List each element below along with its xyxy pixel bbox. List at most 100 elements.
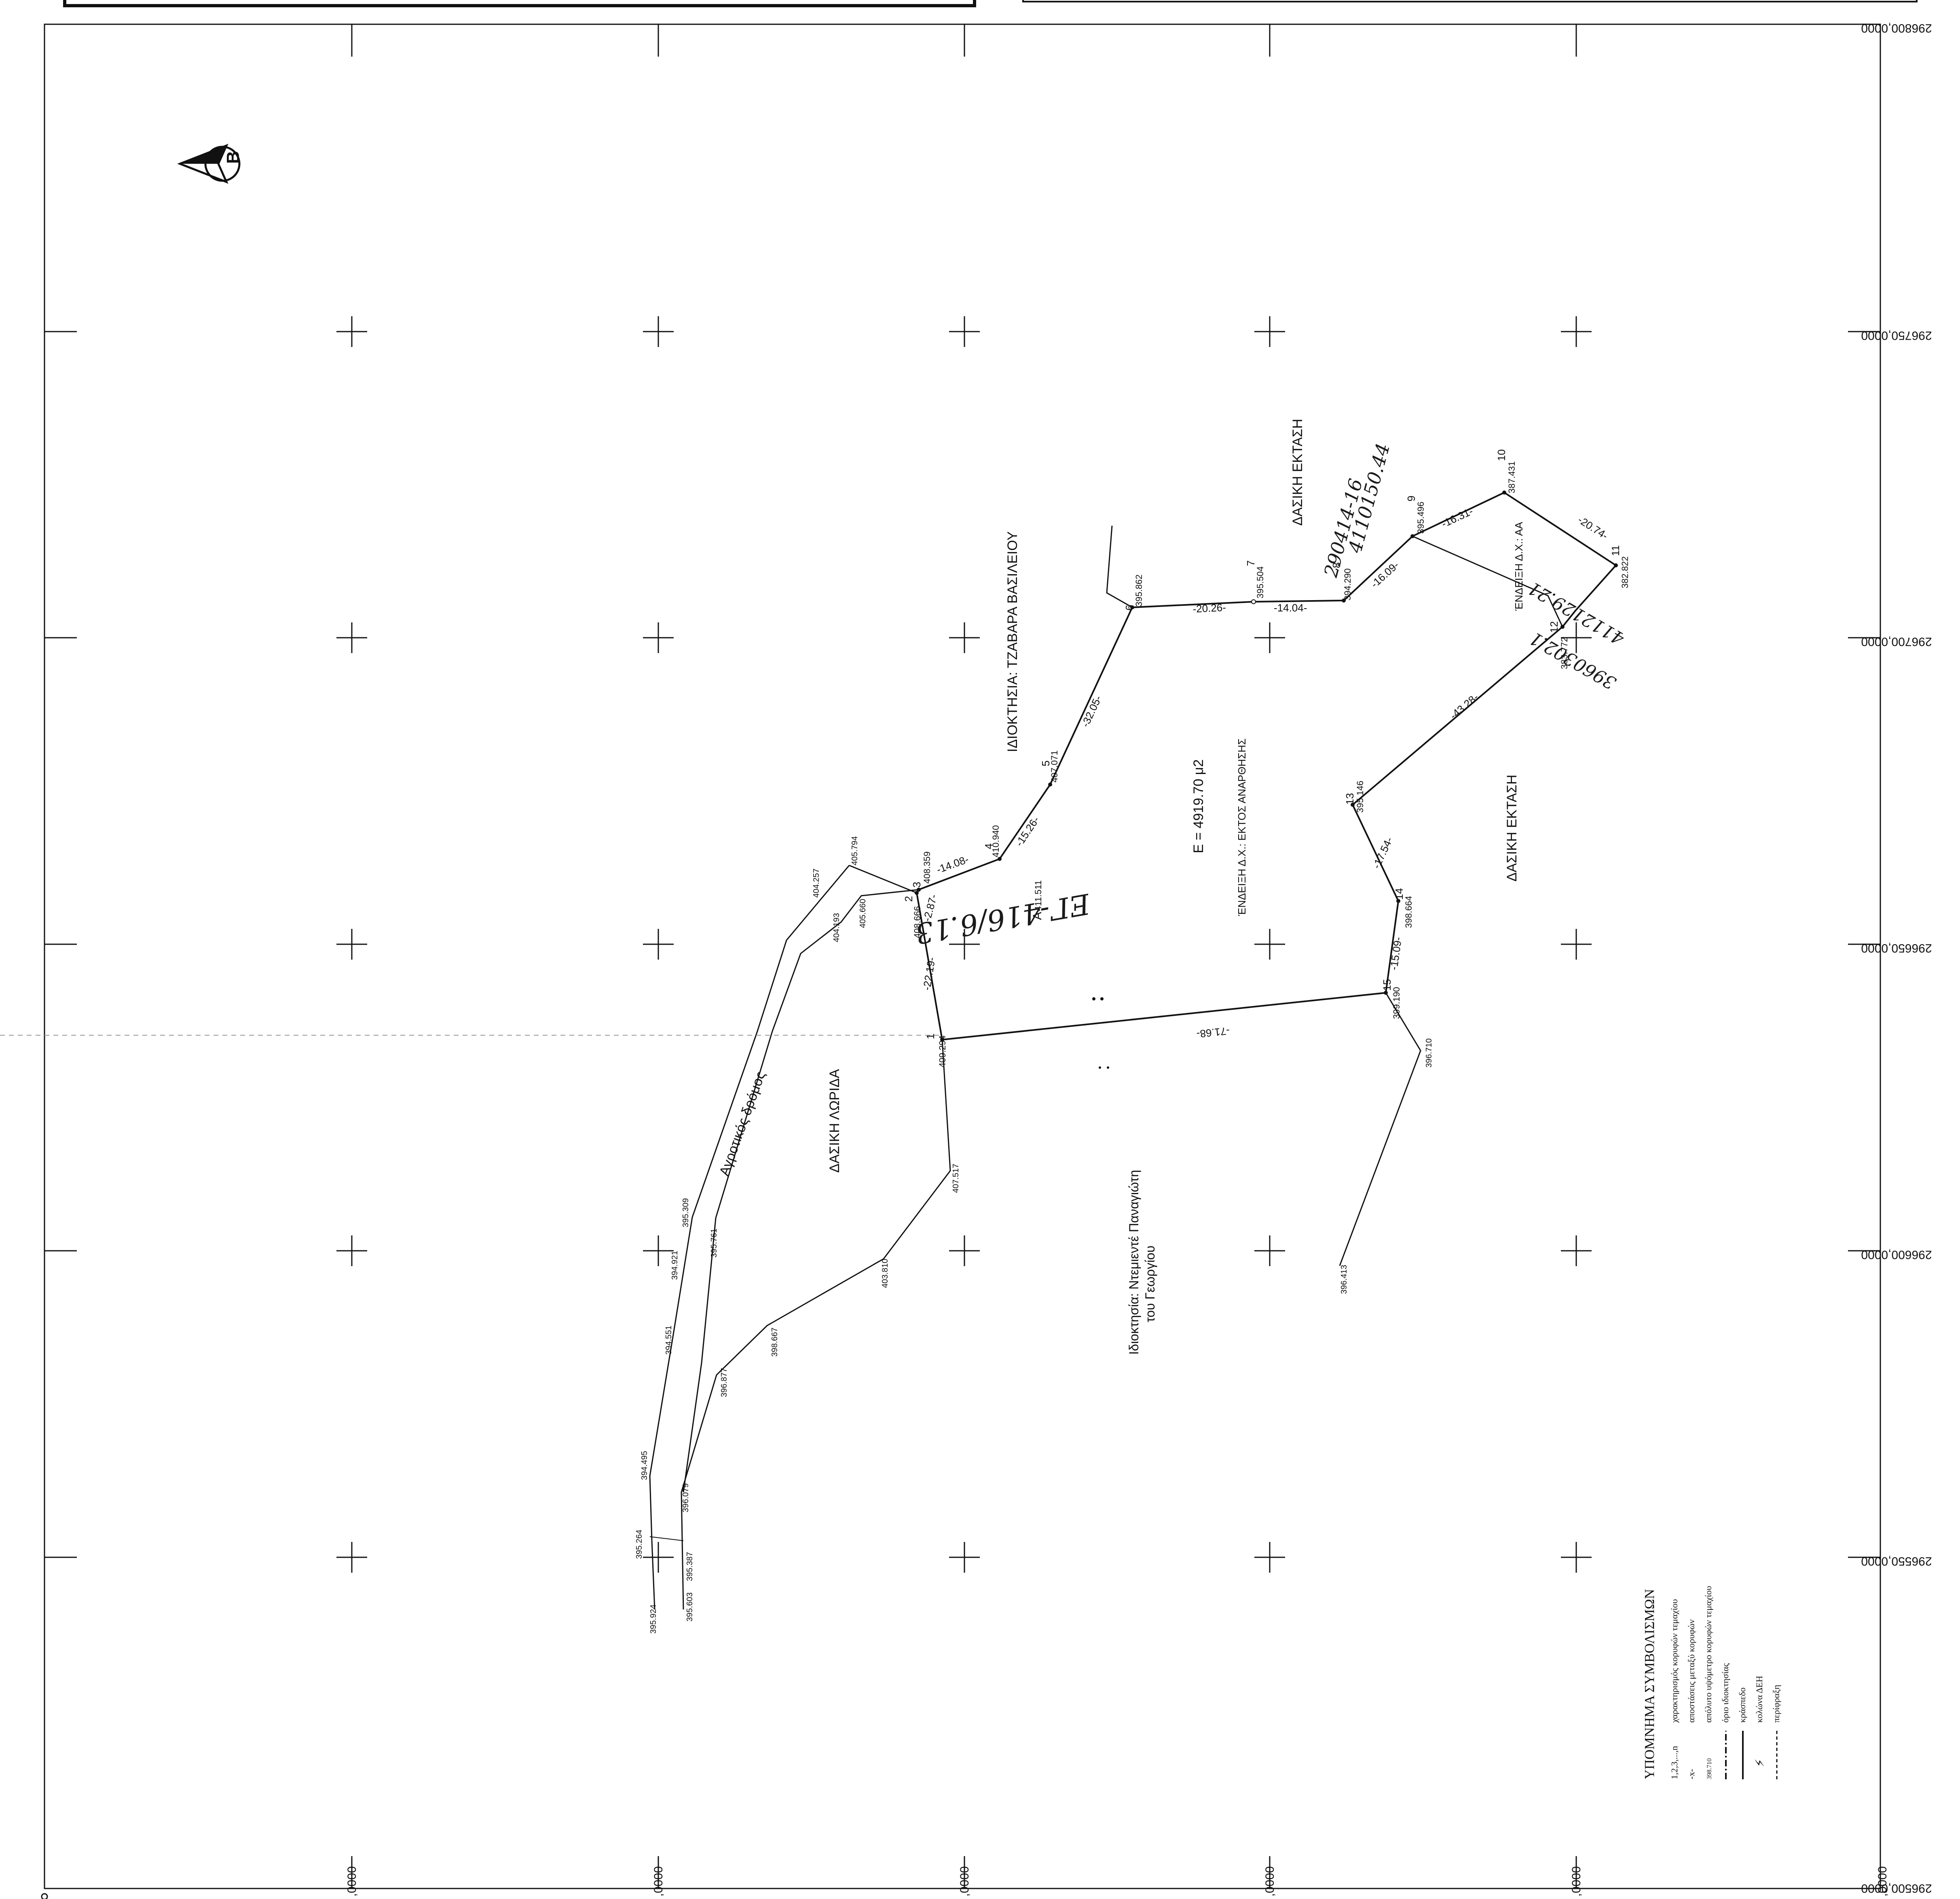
distance-labels: -2.87- -14.08- -15.26- -32.05- -20.26- -…	[920, 505, 1610, 1040]
vertex-labels: 1 409.294 2 408.666 3 408.359 4 410.940 …	[903, 449, 1630, 1068]
northing-label: 296800,0000	[1861, 21, 1932, 35]
parcel-boundary	[916, 491, 1617, 1040]
easting-label: ,0000	[345, 1866, 359, 1897]
vertex-elevation: 395.504	[1255, 566, 1265, 598]
forest-strip-label: ΔΑΣΙΚΗ ΛΩΡΙΔΑ	[827, 1069, 842, 1173]
indication-aa-label: ΈΝΔΕΙΞΗ Δ.Χ.: ΑΑ	[1513, 522, 1525, 611]
vertex-id: 5	[1040, 761, 1052, 766]
northing-label: 296650,0000	[1861, 941, 1932, 955]
vertex-id: 2	[903, 896, 915, 902]
road-edge-outer	[649, 865, 850, 1610]
easting-labels: ,0000 ,0000 ,0000 ,0000 ,0000 ,0000	[345, 1866, 1889, 1897]
distance-label: -14.04-	[1274, 602, 1307, 614]
region-labels: ΙΔΙΟΚΤΗΣΙΑ: ΤΖΑΒΑΡΑ ΒΑΣΙΛΕΙΟΥ ΔΑΣΙΚΗ ΕΚΤ…	[717, 419, 1525, 1355]
vertex-id: 14	[1393, 888, 1405, 900]
spot-elevation: 404.257	[812, 869, 821, 898]
spot-elevation: 395.309	[681, 1198, 690, 1227]
spot-elevation: 394.921	[670, 1251, 679, 1280]
parcel-diagonal	[1412, 535, 1563, 627]
spot-elevation: 405.794	[850, 836, 859, 865]
forest-right-label: ΔΑΣΙΚΗ ΕΚΤΑΣΗ	[1504, 775, 1520, 882]
spot-elevation: 394.495	[640, 1451, 649, 1480]
road-connector	[849, 865, 917, 894]
northing-label: 296700,0000	[1861, 635, 1932, 648]
legend-item-label: περίφραξη	[1771, 1685, 1781, 1723]
indication-main-label: ΈΝΔΕΙΞΗ Δ.Χ.: ΕΚΤΟΣ ΑΝΑΡΘΗΣΗΣ	[1236, 738, 1248, 916]
spot-elevation: 395.264	[635, 1530, 644, 1559]
grid	[44, 24, 1880, 1888]
spot-elevation: 395.761	[710, 1229, 719, 1258]
northing-label: 296750,0000	[1861, 329, 1932, 342]
inner-point-id: A	[1031, 912, 1044, 920]
spot-elevation: 398.667	[770, 1328, 779, 1357]
north-arrow-letter: B	[223, 151, 243, 164]
distance-label: -20.26-	[1192, 601, 1226, 615]
vertex-elevation: 398.664	[1404, 896, 1414, 928]
spot-elevation: 395.924	[649, 1605, 658, 1634]
vertex-elevation: 407.071	[1049, 750, 1059, 782]
vertex-elevation: 394.290	[1343, 568, 1353, 601]
distance-label: -71.68-	[1196, 1025, 1230, 1040]
easting-label: ,0000	[652, 1866, 665, 1897]
spot-elevations: 405.794 404.257 404.193 405.660 396.710 …	[635, 836, 1434, 1634]
forest-top-label: ΔΑΣΙΚΗ ΕΚΤΑΣΗ	[1290, 419, 1305, 526]
legend-symbol: -x-	[1686, 1769, 1696, 1779]
grid-crosses	[336, 316, 1592, 1573]
easting-label: ,0000	[1876, 1866, 1889, 1897]
northing-labels: 296800,0000 296750,0000 296700,0000 2966…	[1861, 21, 1932, 1895]
distance-label: -22.19-	[920, 956, 938, 991]
vertex-elevation: 383.772	[1559, 637, 1569, 669]
spot-elevation: 394.551	[664, 1326, 673, 1355]
area-label: Ε = 4919.70 μ2	[1191, 759, 1206, 853]
vertex-elevation: 410.940	[991, 825, 1001, 857]
north-fence	[1106, 525, 1133, 608]
distance-label: -32.05-	[1079, 694, 1104, 729]
vertex-markers	[915, 491, 1618, 1042]
easting-label: ,0000	[1570, 1866, 1583, 1897]
vertex-id: 3	[911, 882, 923, 888]
vertex-elevation: 408.359	[922, 851, 932, 884]
vertex-elevation: 395.146	[1355, 780, 1365, 813]
legend-item-label: κολώνα ΔΕΗ	[1754, 1676, 1764, 1723]
vertex-id: 9	[1405, 496, 1417, 501]
legend-item-label: αποστάσεις μεταξύ κορυφών	[1686, 1620, 1696, 1723]
short-segment	[1343, 535, 1413, 601]
rural-road-label: Αγροτικός δρόμος	[717, 1070, 768, 1178]
legend-symbol: 1,2,3,...,n	[1669, 1746, 1679, 1780]
spot-elevation: 403.810	[881, 1259, 890, 1288]
road-edge-inner	[683, 889, 919, 1493]
spot-elevation: 405.660	[858, 899, 867, 928]
distance-label: -16.09-	[1368, 559, 1401, 590]
inner-point: A 411.511	[1031, 880, 1044, 920]
legend-item-label: απόλυτο υψόμετρο κορυφών τεμαχίου	[1703, 1586, 1713, 1723]
vertex-elevation: 395.862	[1134, 574, 1144, 607]
northing-label: 296550,0000	[1861, 1554, 1932, 1568]
vertex-id: 7	[1245, 560, 1257, 566]
vertex-id: 13	[1344, 793, 1356, 805]
spot-elevation: 407.517	[951, 1164, 960, 1193]
vertex-elevation: 408.666	[912, 906, 922, 938]
vertex-id: 6	[1123, 605, 1135, 611]
south-boundary-east	[1339, 992, 1421, 1266]
distance-label: -20.74-	[1576, 514, 1610, 542]
spot-elevation: 396.710	[1425, 1038, 1434, 1068]
distance-label: -17.54-	[1370, 835, 1395, 870]
vertex-elevation: 382.822	[1620, 556, 1630, 588]
legend-item-label: κράσπεδο	[1737, 1688, 1747, 1723]
owner-north-label: ΙΔΙΟΚΤΗΣΙΑ: ΤΖΑΒΑΡΑ ΒΑΣΙΛΕΙΟΥ	[1005, 531, 1020, 752]
north-arrow-icon: B	[177, 144, 243, 184]
northing-label: 296600,0000	[1861, 1248, 1932, 1261]
vertex-elevation: 395.496	[1416, 501, 1426, 534]
vertex-id: 1	[924, 1034, 937, 1039]
spot-elevation: 404.193	[832, 913, 841, 942]
legend-title: ΥΠΟΜΝΗΜΑ ΣΥΜΒΟΛΙΣΜΩΝ	[1642, 1589, 1657, 1779]
legend: ΥΠΟΜΝΗΜΑ ΣΥΜΒΟΛΙΣΜΩΝ 1,2,3,...,n χαρακτη…	[1642, 1586, 1781, 1779]
vertex-id: 10	[1495, 449, 1508, 461]
distance-label: -15.09-	[1387, 936, 1404, 971]
legend-symbol: 398.710	[1706, 1758, 1713, 1779]
vertex-elevation: 399.190	[1391, 987, 1402, 1019]
inner-point-elevation: 411.511	[1033, 880, 1043, 911]
owner-south-label-1: Ιδιοκτησία: Ντεμιεντέ Παναγιώτη	[1127, 1170, 1141, 1355]
